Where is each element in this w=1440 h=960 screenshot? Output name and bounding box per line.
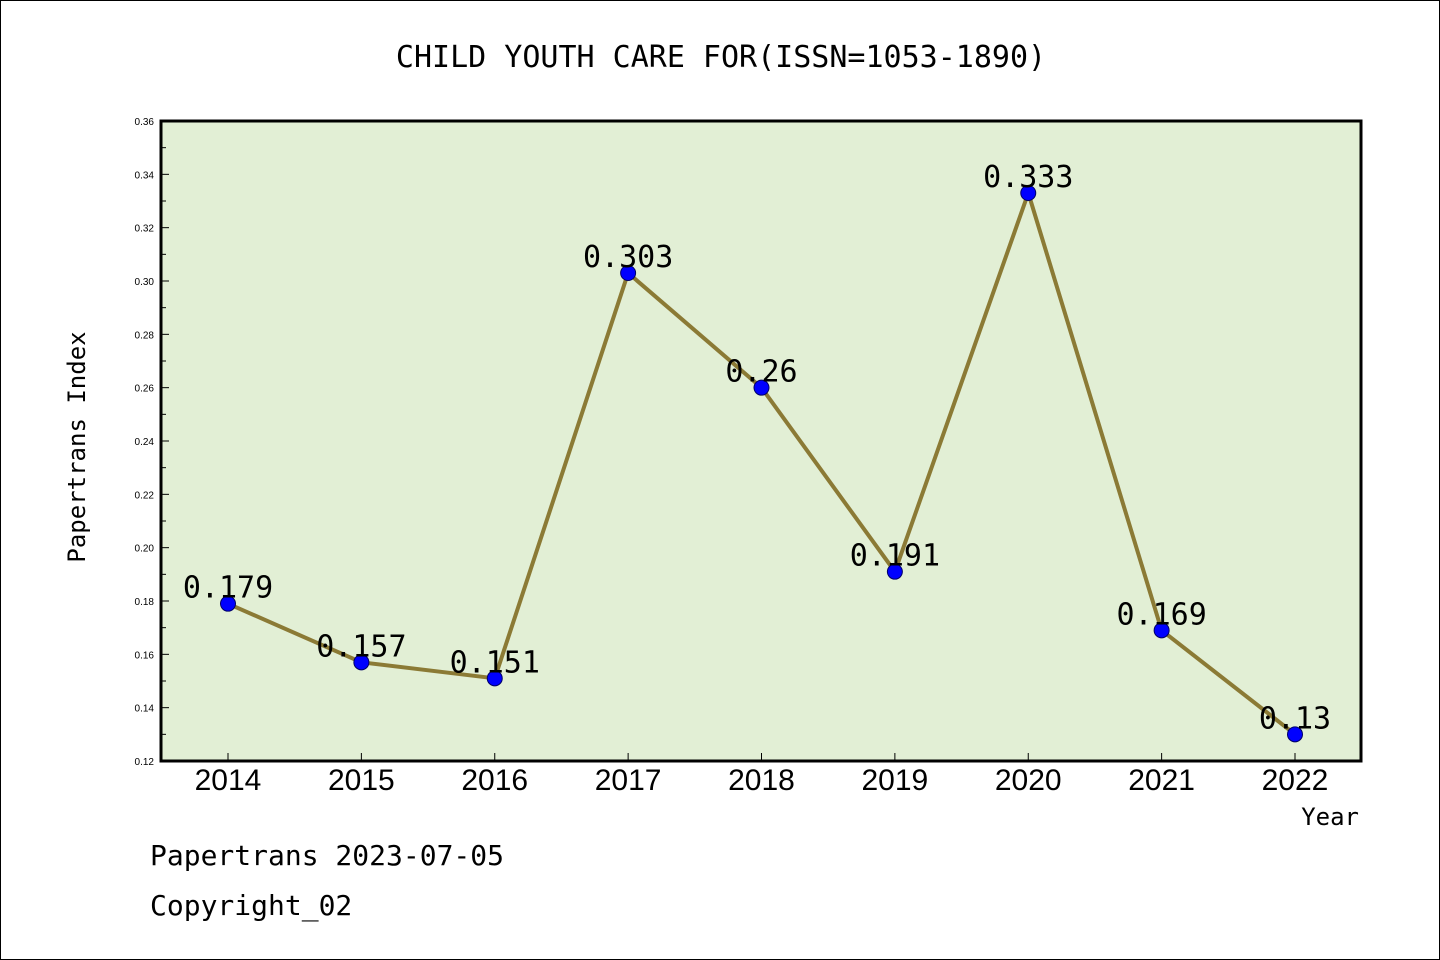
x-tick-label: 2022 (1262, 764, 1329, 797)
x-tick-label: 2017 (595, 764, 662, 797)
footer-date: Papertrans 2023-07-05 (150, 839, 504, 872)
y-tick-label: 0.14 (135, 704, 155, 715)
data-point-2019 (886, 563, 903, 580)
data-point-2022 (1287, 726, 1303, 743)
y-tick-label: 0.16 (135, 650, 155, 661)
data-point-2015 (353, 654, 370, 671)
y-tick-label: 0.26 (135, 384, 155, 395)
data-point-2017 (620, 265, 637, 281)
y-tick-label: 0.36 (135, 117, 155, 128)
x-tick-label: 2015 (328, 764, 395, 797)
y-tick-label: 0.24 (135, 437, 155, 448)
y-tick-label: 0.12 (135, 757, 155, 768)
y-tick-label: 0.28 (135, 330, 155, 341)
x-tick-label: 2018 (728, 764, 795, 797)
data-label-2018: 0.26 (725, 355, 797, 390)
footer-copyright: Copyright_02 (150, 889, 352, 923)
y-axis: 0.12 0.14 0.16 0.18 0.20 0.22 0.24 0.26 0.28 0.30… (135, 117, 169, 768)
data-label-2014: 0.179 (183, 571, 273, 606)
x-tick-label: 2014 (195, 764, 262, 797)
data-label-2019: 0.191 (850, 539, 940, 574)
plot-area (161, 121, 1361, 761)
data-label-2015: 0.157 (316, 629, 406, 664)
data-labels-group: 0.179 0.157 0.151 0.303 0.26 0.191 0.333 0.169 0… (183, 160, 1331, 736)
y-axis-label: Papertrans Index (63, 331, 91, 562)
plot-border (159, 119, 1363, 763)
y-tick-label: 0.18 (135, 597, 155, 608)
x-tick-label: 2016 (461, 764, 528, 797)
x-tick-label: 2021 (1128, 764, 1195, 797)
y-tick-label: 0.32 (135, 224, 155, 235)
x-tick-label: 2019 (862, 764, 929, 797)
data-label-2016: 0.151 (450, 645, 540, 680)
y-tick-label: 0.30 (135, 277, 155, 288)
data-point-2018 (753, 379, 770, 396)
y-tick-label: 0.34 (135, 170, 155, 181)
data-label-2020: 0.333 (983, 160, 1073, 195)
x-tick-label: 2020 (995, 764, 1062, 797)
data-point-2014 (220, 595, 236, 612)
series-line-group (220, 185, 1303, 743)
y-tick-label: 0.22 (135, 490, 155, 501)
data-label-2022: 0.13 (1259, 701, 1331, 736)
x-axis-label: Year (1301, 803, 1359, 831)
y-tick-label: 0.20 (135, 544, 155, 555)
data-point-2021 (1153, 622, 1170, 639)
chart-title: CHILD YOUTH CARE FOR(ISSN=1053-1890) (396, 40, 1046, 75)
data-label-2021: 0.169 (1116, 597, 1206, 632)
data-label-2017: 0.303 (583, 240, 673, 275)
data-point-2016 (486, 670, 503, 687)
x-axis: 2014 2015 2016 2017 2018 2019 2020 2021 2022 (195, 753, 1329, 797)
data-point-2020 (1020, 185, 1037, 201)
